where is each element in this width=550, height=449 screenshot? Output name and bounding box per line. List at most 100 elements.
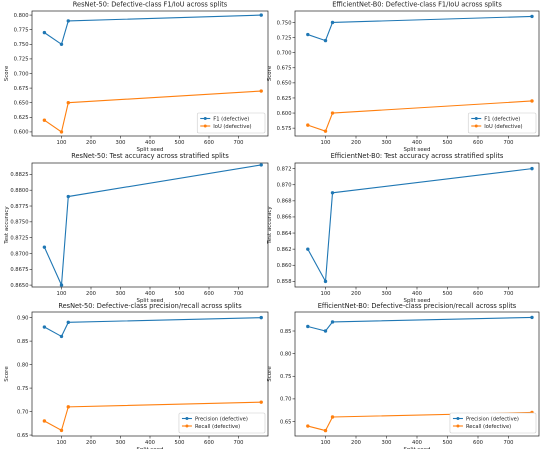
x-tick-label: 700 bbox=[234, 291, 244, 297]
y-tick-label: 0.858 bbox=[277, 279, 292, 285]
x-axis-label: Split seed bbox=[136, 147, 163, 153]
x-tick-label: 500 bbox=[443, 291, 453, 297]
y-tick-label: 0.8800 bbox=[10, 188, 28, 194]
x-tick-label: 500 bbox=[175, 291, 185, 297]
series-line bbox=[307, 316, 533, 332]
data-point bbox=[59, 428, 64, 433]
y-tick-label: 0.650 bbox=[14, 101, 29, 107]
x-tick-label: 100 bbox=[321, 140, 331, 146]
chart-panel: EfficientNet-B0: Defective-class precisi… bbox=[267, 302, 540, 449]
y-tick-label: 0.85 bbox=[17, 339, 29, 345]
series-line bbox=[307, 168, 533, 284]
y-tick-label: 0.8750 bbox=[10, 220, 28, 226]
y-tick-label: 0.8725 bbox=[10, 235, 28, 241]
x-tick-label: 500 bbox=[175, 140, 185, 146]
data-point bbox=[330, 111, 335, 115]
plot-frame bbox=[31, 162, 269, 288]
chart-title: ResNet-50: Test accuracy across stratifi… bbox=[71, 152, 229, 160]
y-tick-label: 0.8775 bbox=[10, 204, 28, 210]
y-axis-label: Score bbox=[4, 366, 10, 382]
data-point bbox=[259, 163, 263, 167]
legend-box bbox=[449, 412, 537, 434]
series-line bbox=[44, 90, 262, 133]
data-point bbox=[306, 324, 310, 329]
y-tick-label: 0.868 bbox=[277, 199, 292, 205]
y-tick-label: 0.866 bbox=[277, 215, 292, 221]
data-point bbox=[330, 415, 335, 419]
data-point bbox=[66, 101, 70, 105]
y-tick-label: 0.725 bbox=[14, 57, 29, 63]
x-tick-label: 600 bbox=[473, 440, 483, 446]
legend: F1 (defective) IoU (defective) bbox=[196, 112, 266, 134]
legend: Precision (defective) Recall (defective) bbox=[178, 412, 266, 434]
x-tick-label: 400 bbox=[145, 140, 155, 146]
data-point bbox=[66, 19, 70, 23]
y-tick-label: 0.675 bbox=[277, 66, 292, 72]
series-line bbox=[44, 401, 262, 432]
legend-label: Recall (defective) bbox=[466, 424, 511, 430]
y-tick-label: 0.725 bbox=[277, 35, 292, 41]
y-tick-label: 0.75 bbox=[17, 386, 29, 392]
x-tick-label: 500 bbox=[443, 440, 453, 446]
legend-label: Precision (defective) bbox=[466, 416, 519, 422]
x-axis-label: Split seed bbox=[136, 298, 163, 304]
chart-title: EfficientNet-B0: Test accuracy across st… bbox=[331, 152, 504, 160]
chart-panel: ResNet-50: Test accuracy across stratifi… bbox=[4, 152, 269, 304]
x-tick-label: 100 bbox=[57, 140, 67, 146]
legend-label: Precision (defective) bbox=[195, 416, 248, 422]
x-tick-label: 200 bbox=[351, 291, 361, 297]
series-line bbox=[307, 100, 533, 132]
legend-label: IoU (defective) bbox=[213, 124, 251, 130]
y-axis-label: Test accuracy bbox=[267, 206, 273, 245]
data-point bbox=[306, 123, 310, 127]
x-tick-label: 600 bbox=[204, 440, 214, 446]
x-axis-label: Split seed bbox=[136, 447, 163, 449]
x-tick-label: 300 bbox=[382, 291, 392, 297]
chart-panel: ResNet-50: Defective-class F1/IoU across… bbox=[4, 1, 269, 153]
data-point bbox=[323, 279, 328, 284]
data-point bbox=[323, 129, 328, 133]
y-tick-label: 0.65 bbox=[17, 433, 29, 439]
x-tick-label: 500 bbox=[175, 440, 185, 446]
x-axis-label: Split seed bbox=[403, 147, 430, 153]
legend-marker bbox=[203, 124, 207, 128]
y-axis-label: Test accuracy bbox=[4, 206, 10, 245]
x-tick-label: 700 bbox=[234, 440, 244, 446]
y-axis-label: Score bbox=[267, 65, 273, 81]
legend-box bbox=[178, 412, 266, 434]
x-tick-label: 600 bbox=[204, 291, 214, 297]
data-point bbox=[42, 118, 47, 122]
data-point bbox=[330, 191, 335, 195]
data-point bbox=[306, 424, 310, 428]
legend: Precision (defective) Recall (defective) bbox=[449, 412, 537, 434]
y-axis-label: Score bbox=[4, 65, 10, 81]
data-point bbox=[42, 325, 47, 329]
data-point bbox=[306, 247, 310, 251]
y-tick-label: 0.860 bbox=[277, 263, 292, 269]
data-point bbox=[42, 30, 47, 35]
chart-panel: ResNet-50: Defective-class precision/rec… bbox=[4, 302, 269, 449]
data-point bbox=[330, 20, 335, 25]
chart-panel: EfficientNet-B0: Test accuracy across st… bbox=[267, 152, 540, 304]
y-tick-label: 0.700 bbox=[14, 71, 29, 77]
data-point bbox=[323, 428, 328, 433]
y-tick-label: 0.8825 bbox=[10, 172, 28, 178]
y-tick-label: 0.625 bbox=[277, 96, 292, 102]
x-tick-label: 600 bbox=[204, 140, 214, 146]
y-tick-label: 0.90 bbox=[17, 315, 29, 321]
legend-box bbox=[467, 112, 537, 134]
x-tick-label: 600 bbox=[473, 291, 483, 297]
y-tick-label: 0.625 bbox=[14, 115, 29, 121]
legend: F1 (defective) IoU (defective) bbox=[467, 112, 537, 134]
y-tick-label: 0.675 bbox=[14, 86, 29, 92]
data-point bbox=[259, 400, 263, 404]
y-tick-label: 0.8675 bbox=[10, 267, 28, 273]
x-tick-label: 300 bbox=[382, 140, 392, 146]
x-tick-label: 300 bbox=[116, 140, 126, 146]
y-tick-label: 0.862 bbox=[277, 247, 292, 253]
x-tick-label: 400 bbox=[412, 440, 422, 446]
y-tick-label: 0.750 bbox=[277, 20, 292, 26]
y-tick-label: 0.70 bbox=[280, 397, 292, 403]
